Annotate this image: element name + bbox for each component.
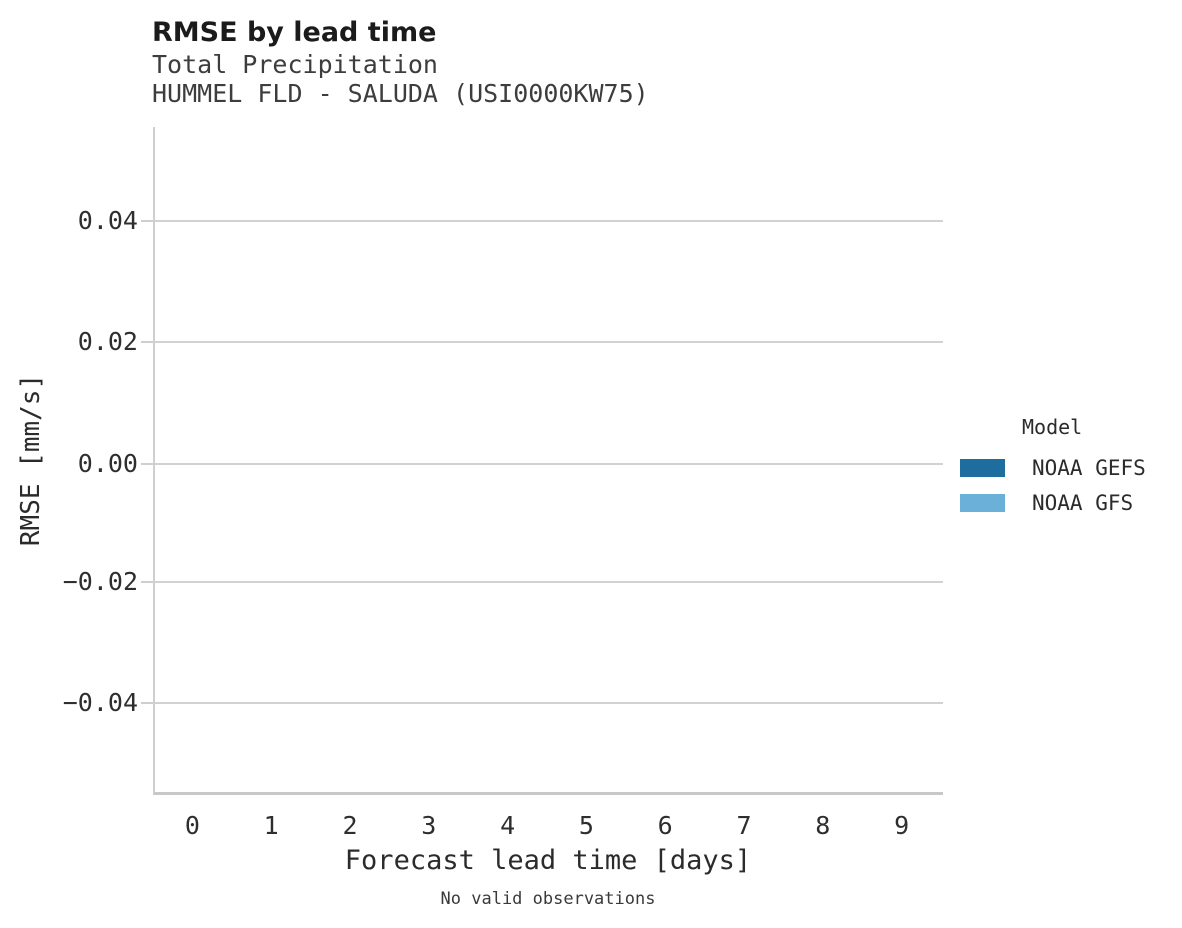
y-tick-mark [141, 702, 153, 704]
y-tick-label: 0.00 [77, 449, 138, 478]
x-tick-label: 7 [736, 811, 752, 840]
gridline-y-0.02 [155, 341, 943, 343]
legend-entry: NOAA GEFS [960, 456, 1170, 480]
chart-subtitle-station: HUMMEL FLD - SALUDA (USI0000KW75) [152, 79, 649, 108]
x-tick-label: 3 [421, 811, 437, 840]
y-tick-label: 0.02 [77, 327, 138, 356]
y-tick-label: 0.04 [77, 206, 138, 235]
gridline-y-0.00 [155, 463, 943, 465]
chart-title: RMSE by lead time [152, 17, 437, 48]
legend-swatch-icon [960, 494, 1005, 512]
y-tick-label: −0.04 [62, 688, 138, 717]
legend-entries: NOAA GEFS NOAA GFS [960, 456, 1170, 515]
chart-subtitle-variable: Total Precipitation [152, 50, 438, 79]
y-tick-mark [141, 581, 153, 583]
y-tick-label: −0.02 [62, 567, 138, 596]
x-tick-label: 5 [578, 811, 594, 840]
x-tick-label: 1 [263, 811, 279, 840]
y-tick-mark [141, 220, 153, 222]
plot-area [153, 127, 943, 795]
legend-swatch-icon [960, 459, 1005, 477]
chart-caption: No valid observations [440, 889, 656, 909]
legend-title: Model [1022, 415, 1083, 439]
gridline-y-−0.04 [155, 702, 943, 704]
gridline-y-0.04 [155, 220, 943, 222]
x-tick-label: 9 [894, 811, 910, 840]
y-tick-mark [141, 341, 153, 343]
x-tick-label: 4 [500, 811, 516, 840]
x-tick-label: 2 [342, 811, 358, 840]
legend-entry-label: NOAA GEFS [1032, 456, 1146, 480]
x-tick-label: 6 [657, 811, 673, 840]
gridline-y-−0.02 [155, 581, 943, 583]
x-tick-label: 8 [815, 811, 831, 840]
legend-entry: NOAA GFS [960, 491, 1170, 515]
legend: Model NOAA GEFS NOAA GFS [960, 412, 1170, 515]
x-tick-label: 0 [184, 811, 200, 840]
y-tick-mark [141, 463, 153, 465]
legend-entry-label: NOAA GFS [1032, 491, 1134, 515]
x-axis-title: Forecast lead time [days] [344, 845, 752, 876]
